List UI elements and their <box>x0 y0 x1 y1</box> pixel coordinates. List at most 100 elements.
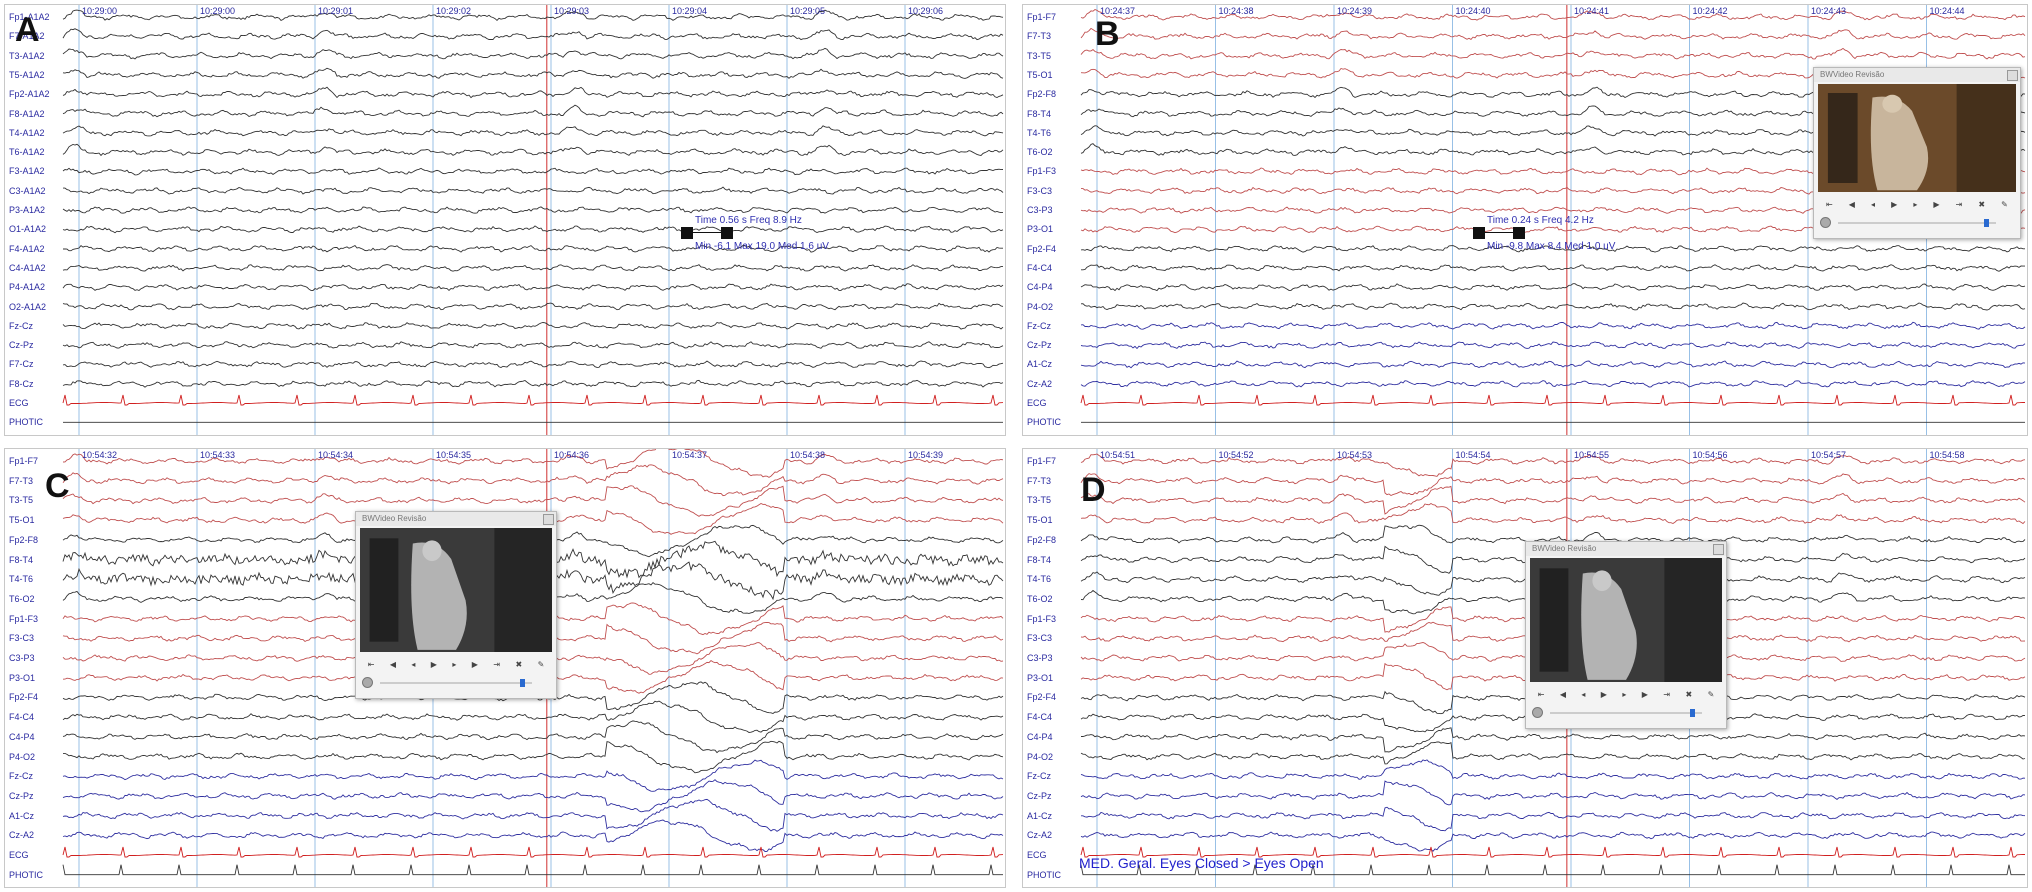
video-scrubber[interactable] <box>360 676 552 690</box>
video-review-window[interactable]: BWVideo Revisão ⇤ ◀ ◂ ▶ ▸ ▶ ⇥ ✖ ✎ <box>1813 67 2021 239</box>
eeg-panel-c: C 10:54:32 10:54:33 10:54:34 10:54:35 10:54:… <box>4 448 1006 888</box>
pen-icon[interactable]: ✎ <box>2001 199 2008 209</box>
channel-label: P4-O2 <box>1027 301 1054 312</box>
scrubber-knob[interactable] <box>520 679 525 687</box>
patient-video-frame <box>1530 558 1722 682</box>
skip-forward-icon[interactable]: ⇥ <box>1955 199 1963 209</box>
time-label: 10:54:37 <box>672 450 708 460</box>
channel-label: ECG <box>9 850 29 860</box>
stop-icon[interactable]: ✖ <box>515 659 523 669</box>
channel-trace <box>1080 283 2026 292</box>
step-forward-icon[interactable]: ▶ <box>471 659 478 669</box>
channel-label: Fp1-A1A2 <box>9 12 50 22</box>
scrubber-rail[interactable] <box>1550 712 1702 714</box>
video-review-window[interactable]: BWVideo Revisão ⇤ ◀ ◂ ▶ ▸ ▶ ⇥ ✖ ✎ <box>1525 541 1727 729</box>
channel-label: F3-C3 <box>9 633 35 644</box>
panel-letter-c: C <box>45 467 70 505</box>
close-icon[interactable] <box>543 514 554 525</box>
step-back-icon[interactable]: ◀ <box>389 659 396 669</box>
volume-icon[interactable] <box>1820 217 1831 228</box>
measurement-cursor[interactable]: Time 0.56 s Freq 8.9 Hz Min -6.1 Max 19.0… <box>681 215 893 259</box>
measure-readout-time: Time 0.24 s Freq 4.2 Hz <box>1487 215 1594 226</box>
time-label: 10:54:53 <box>1337 450 1373 460</box>
rewind-icon[interactable]: ◂ <box>411 659 416 669</box>
scrubber-rail[interactable] <box>380 682 532 684</box>
time-label: 10:29:01 <box>318 6 354 16</box>
channel-trace <box>1080 485 2026 515</box>
skip-back-icon[interactable]: ⇤ <box>367 659 375 669</box>
measure-handle-left[interactable] <box>681 227 693 239</box>
channel-label: T3-T5 <box>9 495 34 506</box>
channel-label: Fp2-F8 <box>1027 89 1057 100</box>
channel-label: ECG <box>1027 850 1047 860</box>
channel-trace <box>62 321 1004 330</box>
close-icon[interactable] <box>1713 544 1724 555</box>
play-icon[interactable]: ▶ <box>1891 199 1898 209</box>
channel-trace <box>1080 473 2026 497</box>
channel-trace <box>1080 47 2026 60</box>
time-label: 10:24:44 <box>1929 6 1965 16</box>
channel-label: Fp2-F4 <box>1027 243 1057 254</box>
forward-icon[interactable]: ▸ <box>1913 199 1918 209</box>
channel-label: F8-T4 <box>9 554 34 565</box>
skip-forward-icon[interactable]: ⇥ <box>493 659 501 669</box>
skip-forward-icon[interactable]: ⇥ <box>1663 689 1671 699</box>
video-scrubber[interactable] <box>1818 216 2016 230</box>
stop-icon[interactable]: ✖ <box>1685 689 1693 699</box>
pen-icon[interactable]: ✎ <box>1707 689 1715 699</box>
channel-trace <box>1080 864 2025 876</box>
channel-trace <box>62 302 1004 311</box>
channel-label: Fp2-F8 <box>1027 534 1057 545</box>
channel-trace <box>1080 780 2026 806</box>
channel-label: PHOTIC <box>1027 869 1062 880</box>
play-icon[interactable]: ▶ <box>430 659 437 669</box>
rewind-icon[interactable]: ◂ <box>1871 199 1876 209</box>
video-controls: ⇤ ◀ ◂ ▶ ▸ ▶ ⇥ ✖ ✎ <box>360 656 552 672</box>
measurement-cursor[interactable]: Time 0.24 s Freq 4.2 Hz Min -9.8 Max 8.4 … <box>1473 215 1685 259</box>
rewind-icon[interactable]: ◂ <box>1581 689 1586 699</box>
step-back-icon[interactable]: ◀ <box>1848 199 1855 209</box>
channel-trace <box>1080 846 2025 858</box>
time-label: 10:24:37 <box>1100 6 1136 16</box>
channel-trace <box>62 819 1004 852</box>
close-icon[interactable] <box>2007 70 2018 81</box>
play-icon[interactable]: ▶ <box>1600 689 1607 699</box>
measure-span-line <box>1485 232 1513 233</box>
step-forward-icon[interactable]: ▶ <box>1933 199 1940 209</box>
channel-label: F3-C3 <box>1027 185 1053 196</box>
scrubber-knob[interactable] <box>1984 219 1989 227</box>
video-scrubber[interactable] <box>1530 706 1722 720</box>
channel-label: F3-A1A2 <box>9 166 45 177</box>
volume-icon[interactable] <box>1532 707 1543 718</box>
skip-back-icon[interactable]: ⇤ <box>1826 199 1833 209</box>
step-forward-icon[interactable]: ▶ <box>1641 689 1648 699</box>
time-label: 10:29:00 <box>82 6 118 16</box>
channel-trace <box>62 464 1004 497</box>
channel-trace <box>62 143 1004 157</box>
pen-icon[interactable]: ✎ <box>537 659 545 669</box>
channel-label: PHOTIC <box>1027 417 1062 428</box>
scrubber-knob[interactable] <box>1690 709 1695 717</box>
time-label: 10:24:40 <box>1455 6 1491 16</box>
forward-icon[interactable]: ▸ <box>452 659 457 669</box>
stop-icon[interactable]: ✖ <box>1978 199 1986 209</box>
video-window-title: BWVideo Revisão <box>1814 68 2020 82</box>
video-review-window[interactable]: BWVideo Revisão ⇤ ◀ ◂ ▶ ▸ ▶ ⇥ ✖ ✎ <box>355 511 557 699</box>
scrubber-rail[interactable] <box>1838 222 1996 224</box>
channel-label: F7-T3 <box>1027 475 1052 486</box>
channel-label: Cz-A2 <box>1027 830 1053 841</box>
measure-handle-right[interactable] <box>1513 227 1525 239</box>
volume-icon[interactable] <box>362 677 373 688</box>
forward-icon[interactable]: ▸ <box>1622 689 1627 699</box>
time-label: 10:54:56 <box>1692 450 1728 460</box>
channel-trace <box>1080 831 2026 852</box>
patient-video-frame <box>360 528 552 652</box>
channel-label: C3-P3 <box>9 653 35 663</box>
skip-back-icon[interactable]: ⇤ <box>1537 689 1545 699</box>
measure-handle-left[interactable] <box>1473 227 1485 239</box>
channel-label: Fp2-F4 <box>1027 692 1057 703</box>
step-back-icon[interactable]: ◀ <box>1559 689 1566 699</box>
time-label: 10:24:43 <box>1811 6 1847 16</box>
channel-trace <box>63 244 1003 253</box>
measure-handle-right[interactable] <box>721 227 733 239</box>
